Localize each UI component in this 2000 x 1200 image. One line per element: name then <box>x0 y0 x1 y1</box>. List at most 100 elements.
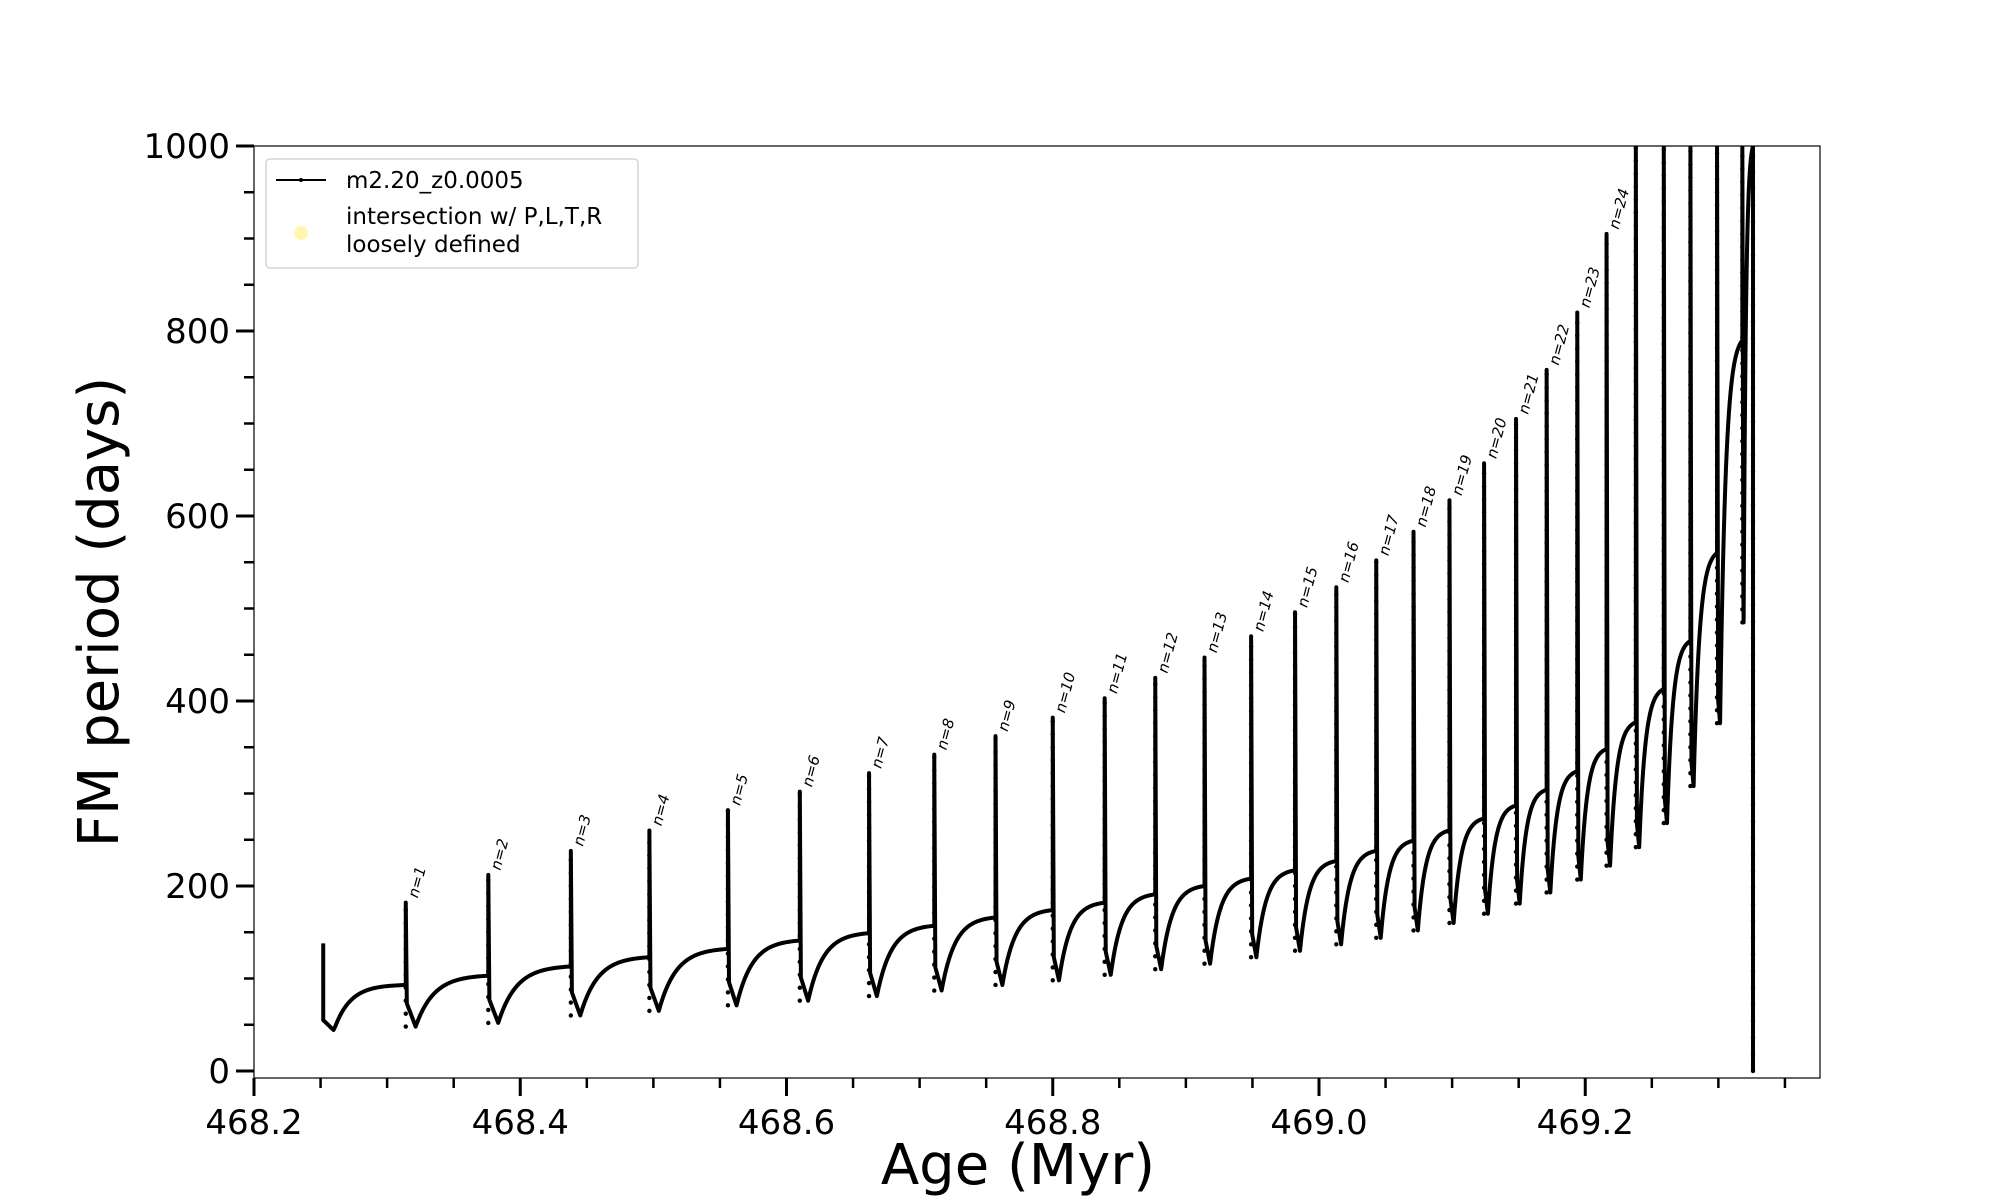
data-point <box>1604 850 1609 855</box>
data-point <box>1153 721 1158 726</box>
data-point <box>1661 743 1666 748</box>
data-point <box>1740 555 1745 560</box>
data-point <box>1411 591 1416 596</box>
data-point <box>1750 386 1756 391</box>
data-point <box>1374 650 1379 656</box>
x-tick-label: 468.4 <box>472 1103 569 1143</box>
data-point <box>1688 330 1693 336</box>
data-point <box>1292 663 1298 669</box>
data-point <box>1714 423 1720 428</box>
data-point <box>797 817 803 822</box>
data-point <box>1447 610 1452 615</box>
data-point <box>1714 708 1720 713</box>
data-point <box>1740 283 1745 288</box>
data-point <box>1374 728 1379 733</box>
data-point <box>1153 941 1158 946</box>
data-point <box>1633 184 1639 189</box>
data-point <box>1544 877 1549 882</box>
data-point <box>1604 746 1609 752</box>
data-point <box>1481 548 1487 554</box>
data-point <box>486 904 491 909</box>
data-point <box>1411 578 1416 583</box>
data-point <box>1102 778 1107 783</box>
data-point <box>1513 888 1519 893</box>
data-point <box>1604 371 1609 376</box>
data-point <box>1153 837 1158 842</box>
data-point <box>1661 160 1666 165</box>
data-point <box>1248 929 1254 934</box>
data-point <box>1513 720 1519 725</box>
data-point <box>1374 702 1379 707</box>
data-point <box>1374 909 1379 915</box>
data-point <box>1750 436 1756 441</box>
data-point <box>1604 241 1609 247</box>
data-point <box>1688 291 1693 297</box>
data-point <box>1661 264 1666 269</box>
data-point <box>647 930 652 936</box>
data-point <box>1292 870 1298 876</box>
data-point <box>568 896 574 902</box>
data-point <box>486 878 491 883</box>
data-point <box>993 892 998 897</box>
data-point <box>1714 487 1720 493</box>
data-point <box>1202 935 1207 940</box>
data-point <box>1750 1035 1756 1040</box>
data-point <box>1411 798 1416 804</box>
data-point <box>1575 631 1580 636</box>
data-point <box>1292 715 1298 720</box>
data-point <box>1481 536 1487 541</box>
data-point <box>1661 341 1666 347</box>
data-point <box>1633 301 1639 306</box>
data-point <box>1513 745 1519 751</box>
data-point <box>1544 864 1549 869</box>
data-point <box>1447 558 1452 563</box>
data-point <box>1513 655 1519 660</box>
data-point <box>725 821 731 827</box>
data-point <box>1202 780 1207 785</box>
data-point <box>993 853 998 858</box>
data-point <box>1688 265 1693 271</box>
pulse-label: n=11 <box>1103 651 1131 695</box>
data-point <box>1740 309 1745 314</box>
data-point <box>1248 851 1254 856</box>
data-point <box>1740 425 1745 431</box>
data-point <box>1714 565 1720 570</box>
data-point <box>1740 516 1745 521</box>
data-point <box>1544 747 1549 753</box>
data-point <box>1661 251 1666 256</box>
data-point <box>932 781 937 786</box>
data-point <box>1688 214 1693 219</box>
data-point <box>1740 361 1745 366</box>
data-point <box>1102 907 1107 913</box>
data-point <box>1481 833 1487 839</box>
data-point <box>1688 654 1693 659</box>
data-point <box>1202 793 1207 798</box>
data-point <box>725 873 731 879</box>
data-point <box>1750 169 1756 175</box>
pulse-label: n=21 <box>1515 371 1543 415</box>
data-point <box>1740 451 1745 457</box>
data-point <box>1604 565 1609 570</box>
data-point <box>1202 728 1207 733</box>
data-point <box>1334 631 1339 636</box>
data-point <box>1633 456 1639 461</box>
data-point <box>1750 352 1756 358</box>
data-point <box>1750 719 1756 724</box>
data-point <box>1740 529 1745 534</box>
data-point <box>1248 903 1254 908</box>
data-point <box>1411 915 1416 920</box>
data-point <box>1411 876 1416 881</box>
data-point <box>1604 358 1609 363</box>
data-point <box>1544 475 1549 481</box>
data-point <box>1248 916 1254 921</box>
data-point <box>932 923 937 928</box>
data-point <box>725 977 731 982</box>
y-tick-label: 800 <box>165 312 230 352</box>
data-point <box>1661 186 1666 191</box>
data-point <box>1513 551 1519 557</box>
data-point <box>1334 942 1339 947</box>
data-point <box>1202 689 1207 694</box>
legend: m2.20_z0.0005 intersection w/ P,L,T,R lo… <box>265 158 639 269</box>
data-point <box>1153 798 1158 804</box>
data-point <box>1334 812 1339 817</box>
